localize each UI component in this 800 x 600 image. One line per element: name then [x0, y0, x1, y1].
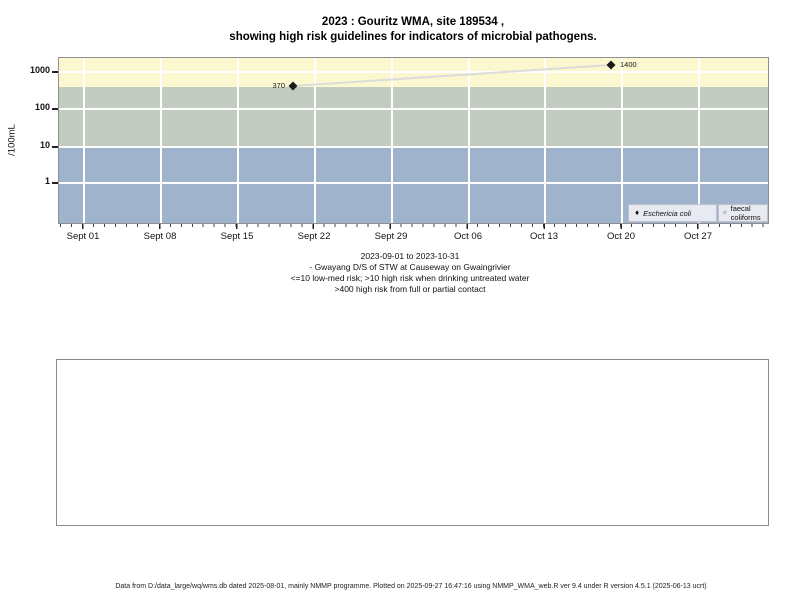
legend-faecal-coliforms: ○ faecal coliforms: [718, 204, 768, 222]
chart-title: 2023 : Gouritz WMA, site 189534 , showin…: [30, 15, 796, 45]
caption-risk-note-contact: >400 high risk from full or partial cont…: [334, 284, 486, 294]
gridline-x-sept15: [237, 58, 239, 223]
legend-ecoli-label: Eschericia coli: [643, 208, 692, 218]
ecoli-series-line: [292, 64, 612, 87]
xtick-label-oct27: Oct 27: [684, 231, 712, 242]
empty-secondary-panel: [56, 359, 769, 526]
xtick-label-sept08: Sept 08: [143, 231, 177, 242]
xtick-label-sept01: Sept 01: [66, 231, 100, 242]
gridline-x-sept22: [314, 58, 316, 223]
footer-provenance-text: Data from D:/data_large/wq/wms.db dated …: [115, 583, 707, 590]
xtick-label-sept29: Sept 29: [374, 231, 408, 242]
caption-site-description: - Gwayang D/S of STW at Causeway on Gwai…: [309, 262, 511, 272]
caption-risk-note-drinking: <=10 low-med risk; >10 high risk when dr…: [290, 273, 530, 283]
chart-title-line2: showing high risk guidelines for indicat…: [229, 31, 597, 43]
ecoli-point-1400-marker: [606, 60, 616, 70]
chart-caption: 2023-09-01 to 2023-10-31 - Gwayang D/S o…: [20, 251, 800, 295]
ytick-10: [52, 146, 58, 148]
risk-band-high-drinking: [59, 87, 768, 147]
legend-fc-label: faecal coliforms: [730, 204, 761, 222]
gridline-x-oct20: [621, 58, 623, 223]
xtick-label-sept15: Sept 15: [220, 231, 254, 242]
chart-area: 370 1400 ♦ Eschericia coli ○ faecal coli…: [7, 57, 769, 242]
ytick-label-1: 1: [44, 176, 50, 186]
plot-panel: 370 1400 ♦ Eschericia coli ○ faecal coli…: [58, 57, 769, 224]
ytick-1: [52, 182, 58, 184]
ytick-label-10: 10: [39, 140, 50, 150]
legend-ecoli: ♦ Eschericia coli: [628, 204, 717, 222]
xtick-label-sept22: Sept 22: [297, 231, 331, 242]
gridline-y-100: [59, 108, 768, 110]
chart-title-line1: 2023 : Gouritz WMA, site 189534 ,: [321, 16, 505, 28]
gridline-x-oct06: [468, 58, 470, 223]
x-axis-major-ticks: [82, 224, 727, 229]
y-axis-title: /100mL: [6, 124, 18, 156]
ytick-label-100: 100: [34, 102, 50, 112]
open-circle-icon: ○: [723, 210, 727, 216]
gridline-x-sept01: [83, 58, 85, 223]
point-label-1400: 1400: [620, 60, 637, 69]
xtick-label-oct20: Oct 20: [607, 231, 635, 242]
ecoli-series-plot: [288, 60, 616, 91]
xtick-label-oct13: Oct 13: [530, 231, 558, 242]
gridline-x-sept29: [391, 58, 393, 223]
gridline-y-10: [59, 146, 768, 148]
ytick-label-1000: 1000: [29, 65, 50, 75]
ytick-1000: [52, 71, 58, 73]
point-label-370: 370: [272, 81, 285, 90]
gridline-x-oct27: [698, 58, 700, 223]
gridline-y-1: [59, 182, 768, 184]
xtick-label-oct06: Oct 06: [454, 231, 482, 242]
ecoli-point-370-marker: [288, 81, 298, 91]
ytick-100: [52, 108, 58, 110]
filled-diamond-icon: ♦: [635, 208, 640, 217]
caption-date-range: 2023-09-01 to 2023-10-31: [360, 251, 460, 261]
gridline-x-oct13: [544, 58, 546, 223]
gridline-x-sept08: [160, 58, 162, 223]
gridline-y-1000: [59, 71, 768, 73]
